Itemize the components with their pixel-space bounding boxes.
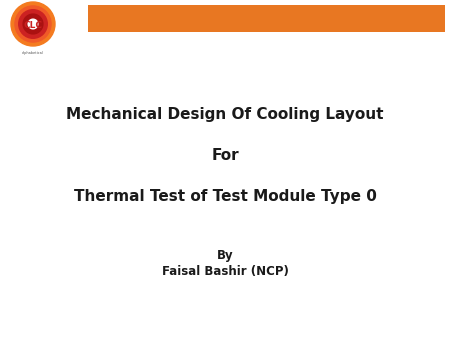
Text: Faisal Bashir (NCP): Faisal Bashir (NCP) [162, 266, 288, 279]
Text: For: For [211, 147, 239, 163]
FancyBboxPatch shape [88, 5, 445, 32]
Text: Thermal Test of Test Module Type 0: Thermal Test of Test Module Type 0 [73, 190, 377, 204]
Circle shape [11, 2, 55, 46]
Circle shape [19, 10, 47, 38]
Circle shape [28, 19, 38, 29]
Text: By: By [217, 248, 233, 262]
Circle shape [15, 6, 51, 42]
Text: Mechanical Design Of Cooling Layout: Mechanical Design Of Cooling Layout [66, 107, 384, 122]
Circle shape [23, 14, 43, 34]
Text: elphabetical: elphabetical [22, 51, 44, 55]
Text: CLC: CLC [23, 21, 42, 29]
